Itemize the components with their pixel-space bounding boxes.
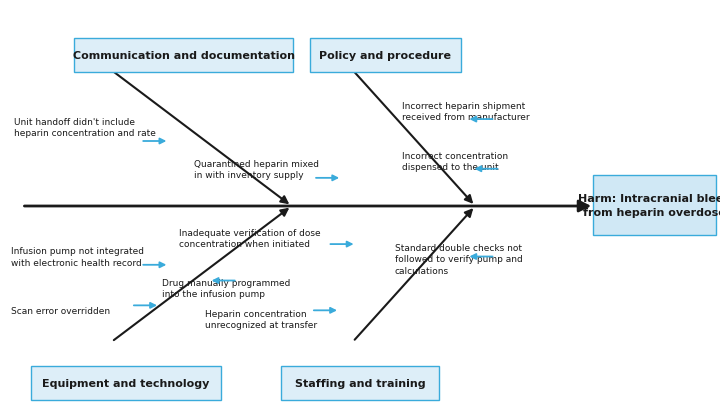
Text: Staffing and training: Staffing and training — [294, 378, 426, 388]
Text: Inadequate verification of dose
concentration when initiated: Inadequate verification of dose concentr… — [179, 229, 320, 249]
Text: Scan error overridden: Scan error overridden — [11, 306, 110, 315]
Text: Unit handoff didn't include
heparin concentration and rate: Unit handoff didn't include heparin conc… — [14, 118, 156, 138]
Text: Heparin concentration
unrecognized at transfer: Heparin concentration unrecognized at tr… — [205, 309, 318, 329]
Text: Standard double checks not
followed to verify pump and
calculations: Standard double checks not followed to v… — [395, 244, 522, 275]
Text: Communication and documentation: Communication and documentation — [73, 51, 294, 61]
Text: Infusion pump not integrated
with electronic health record: Infusion pump not integrated with electr… — [11, 247, 144, 267]
FancyBboxPatch shape — [281, 366, 439, 400]
FancyBboxPatch shape — [593, 176, 716, 235]
FancyBboxPatch shape — [74, 39, 294, 73]
Text: Quarantined heparin mixed
in with inventory supply: Quarantined heparin mixed in with invent… — [194, 159, 320, 179]
Text: Incorrect heparin shipment
received from manufacturer: Incorrect heparin shipment received from… — [402, 102, 529, 121]
Text: Policy and procedure: Policy and procedure — [319, 51, 451, 61]
Text: Drug manually programmed
into the infusion pump: Drug manually programmed into the infusi… — [162, 278, 290, 298]
Text: Equipment and technology: Equipment and technology — [42, 378, 210, 388]
Text: Incorrect concentration
dispensed to the unit: Incorrect concentration dispensed to the… — [402, 152, 508, 172]
Text: Harm: Intracranial bleed
from heparin overdose: Harm: Intracranial bleed from heparin ov… — [578, 194, 720, 217]
FancyBboxPatch shape — [310, 39, 461, 73]
FancyBboxPatch shape — [30, 366, 222, 400]
